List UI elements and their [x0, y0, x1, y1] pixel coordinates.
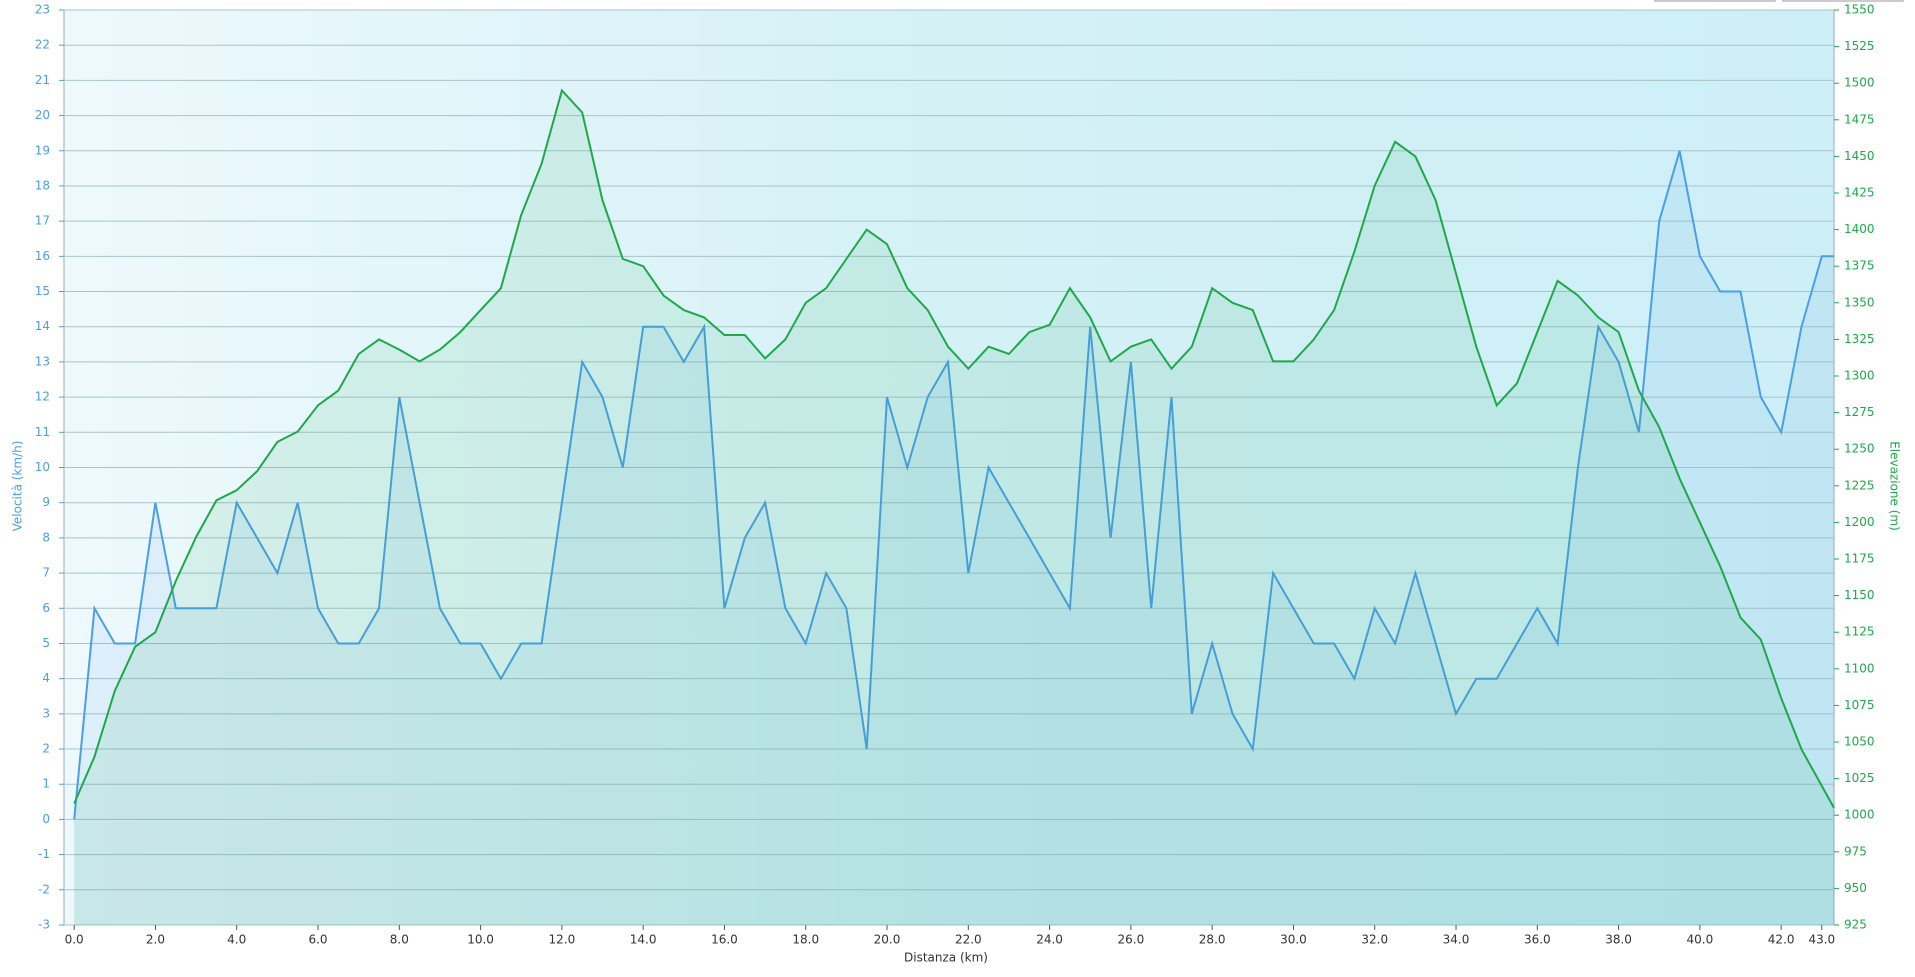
- y2-tick-label: 1350: [1844, 295, 1875, 309]
- y-tick-label: 15: [35, 284, 50, 298]
- x-tick-label: 12.0: [549, 933, 576, 947]
- y-tick-label: -1: [38, 847, 50, 861]
- y-tick-label: 11: [35, 425, 50, 439]
- x-tick-label: 20.0: [874, 933, 901, 947]
- y-tick-label: 22: [35, 38, 50, 52]
- y-tick-label: 2: [42, 742, 50, 756]
- y2-tick-label: 1025: [1844, 771, 1875, 785]
- y2-tick-label: 1250: [1844, 442, 1875, 456]
- toolbar-button[interactable]: [1782, 0, 1904, 2]
- y-tick-label: 18: [35, 178, 50, 192]
- y-tick-label: -2: [38, 882, 50, 896]
- y-tick-label: 13: [35, 354, 50, 368]
- x-tick-label: 4.0: [227, 933, 246, 947]
- y-tick-label: 12: [35, 390, 50, 404]
- y2-tick-label: 975: [1844, 844, 1867, 858]
- toolbar-button[interactable]: [1654, 0, 1776, 2]
- x-tick-label: 10.0: [467, 933, 494, 947]
- y2-tick-label: 1375: [1844, 259, 1875, 273]
- x-tick-label: 43.0: [1808, 933, 1835, 947]
- y2-axis-label: Elevazione (m): [1888, 441, 1902, 531]
- area-fill: [74, 90, 1834, 925]
- y-tick-label: 5: [42, 636, 50, 650]
- y2-tick-label: 1425: [1844, 186, 1875, 200]
- x-tick-label: 28.0: [1199, 933, 1226, 947]
- y-tick-label: 7: [42, 566, 50, 580]
- y-tick-label: 8: [42, 530, 50, 544]
- y2-tick-label: 1275: [1844, 405, 1875, 419]
- y2-tick-label: 1125: [1844, 625, 1875, 639]
- y2-tick-label: 1400: [1844, 222, 1875, 236]
- x-tick-label: 2.0: [146, 933, 165, 947]
- y2-tick-label: 1475: [1844, 112, 1875, 126]
- x-tick-label: 16.0: [711, 933, 738, 947]
- x-tick-label: 34.0: [1443, 933, 1470, 947]
- x-tick-label: 24.0: [1036, 933, 1063, 947]
- y2-tick-label: 1525: [1844, 39, 1875, 53]
- y2-tick-label: 1175: [1844, 552, 1875, 566]
- x-tick-label: 36.0: [1524, 933, 1551, 947]
- area-fill: [74, 150, 1834, 926]
- series-line: [73, 88, 1835, 809]
- y-tick-label: 20: [35, 108, 50, 122]
- y2-tick-label: 1225: [1844, 478, 1875, 492]
- y-tick-label: 19: [35, 143, 50, 157]
- y2-tick-label: 1000: [1844, 808, 1875, 822]
- y-tick-label: 4: [42, 671, 50, 685]
- y2-tick-label: 950: [1844, 881, 1867, 895]
- y-tick-label: 6: [42, 601, 50, 615]
- x-tick-label: 38.0: [1605, 933, 1632, 947]
- y-tick-label: 17: [35, 214, 50, 228]
- x-tick-label: 22.0: [955, 933, 982, 947]
- y2-tick-label: 1100: [1844, 661, 1875, 675]
- y-tick-label: 3: [42, 706, 50, 720]
- x-tick-label: 14.0: [630, 933, 657, 947]
- y-tick-label: 14: [35, 319, 50, 333]
- y2-tick-label: 1325: [1844, 332, 1875, 346]
- y-axis-label: Velocità (km/h): [11, 441, 25, 532]
- x-axis-label: Distanza (km): [904, 951, 988, 965]
- x-tick-label: 0.0: [65, 933, 84, 947]
- y2-tick-label: 1450: [1844, 149, 1875, 163]
- x-tick-label: 30.0: [1280, 933, 1307, 947]
- y2-tick-label: 1050: [1844, 735, 1875, 749]
- y2-tick-label: 1500: [1844, 76, 1875, 90]
- y2-tick-label: 1200: [1844, 515, 1875, 529]
- y-tick-label: 0: [42, 812, 50, 826]
- y2-tick-label: 925: [1844, 918, 1867, 932]
- y2-tick-label: 1075: [1844, 698, 1875, 712]
- series-line: [73, 150, 1834, 820]
- x-tick-label: 26.0: [1118, 933, 1145, 947]
- x-tick-label: 18.0: [792, 933, 819, 947]
- y-tick-label: 10: [35, 460, 50, 474]
- y2-tick-label: 1550: [1844, 3, 1875, 17]
- y-tick-label: 1: [42, 777, 50, 791]
- x-tick-label: 6.0: [308, 933, 327, 947]
- y2-tick-label: 1300: [1844, 369, 1875, 383]
- y-tick-label: 21: [35, 73, 50, 87]
- y2-tick-label: 1150: [1844, 588, 1875, 602]
- x-tick-label: 40.0: [1687, 933, 1714, 947]
- x-tick-label: 42.0: [1768, 933, 1795, 947]
- x-tick-label: 8.0: [390, 933, 409, 947]
- x-tick-label: 32.0: [1361, 933, 1388, 947]
- y-tick-label: 9: [42, 495, 50, 509]
- y-tick-label: 23: [35, 3, 50, 17]
- y-tick-label: -3: [38, 918, 50, 932]
- y-tick-label: 16: [35, 249, 50, 263]
